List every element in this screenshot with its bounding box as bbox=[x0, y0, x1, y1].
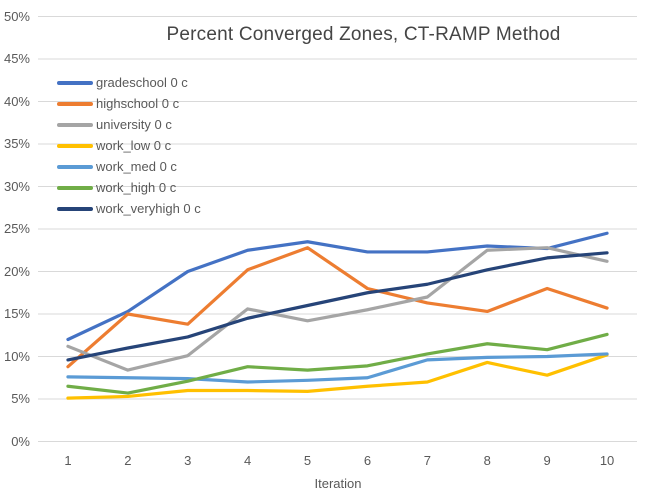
x-axis-tick-label: 8 bbox=[483, 453, 491, 468]
legend-swatch bbox=[57, 185, 93, 190]
series-line-work_low bbox=[66, 353, 609, 400]
legend-item-work_low[interactable]: work_low 0 c bbox=[57, 135, 201, 156]
y-axis-tick-label: 5% bbox=[11, 391, 30, 406]
series-line-work_med bbox=[66, 352, 609, 384]
x-axis-tick-label: 2 bbox=[124, 453, 132, 468]
legend-item-work_med[interactable]: work_med 0 c bbox=[57, 156, 201, 177]
x-axis-tick-label: 6 bbox=[363, 453, 372, 468]
legend-item-gradeschool[interactable]: gradeschool 0 c bbox=[57, 72, 201, 93]
y-axis-tick-label: 15% bbox=[3, 306, 30, 321]
series-line-highschool bbox=[66, 246, 609, 369]
x-axis-tick-label: 1 bbox=[64, 453, 72, 468]
legend-label: university 0 c bbox=[96, 117, 172, 132]
legend-swatch bbox=[57, 101, 93, 106]
legend-label: work_med 0 c bbox=[96, 159, 177, 174]
legend-label: work_veryhigh 0 c bbox=[96, 201, 201, 216]
y-axis-tick-label: 35% bbox=[3, 136, 30, 151]
x-axis-tick-label: 5 bbox=[303, 453, 312, 468]
legend-swatch bbox=[57, 143, 93, 148]
y-axis-tick-label: 40% bbox=[3, 93, 30, 109]
legend-item-university[interactable]: university 0 c bbox=[57, 114, 201, 135]
y-axis-tick-label: 45% bbox=[3, 51, 30, 66]
legend-item-work_veryhigh[interactable]: work_veryhigh 0 c bbox=[57, 198, 201, 219]
x-axis-tick-label: 10 bbox=[599, 453, 615, 468]
x-axis-tick-label: 9 bbox=[543, 453, 551, 468]
legend-label: work_low 0 c bbox=[96, 138, 172, 153]
legend: gradeschool 0 c highschool 0 c university … bbox=[57, 72, 201, 219]
series-line-gradeschool bbox=[66, 231, 609, 342]
x-axis-title: Iteration bbox=[314, 476, 362, 491]
x-axis-tick-label: 7 bbox=[423, 453, 431, 468]
legend-swatch bbox=[57, 164, 93, 169]
series-line-work_veryhigh bbox=[66, 251, 609, 362]
legend-swatch bbox=[57, 206, 93, 211]
legend-label: gradeschool 0 c bbox=[96, 75, 188, 90]
chart-title: Percent Converged Zones, CT-RAMP Method bbox=[166, 24, 561, 45]
legend-swatch bbox=[57, 80, 93, 85]
legend-label: highschool 0 c bbox=[96, 96, 180, 111]
y-axis-tick-label: 20% bbox=[3, 263, 30, 279]
series-line-work_high bbox=[66, 332, 609, 395]
series-line-university bbox=[66, 246, 609, 372]
legend-swatch bbox=[57, 122, 93, 127]
y-axis-tick-label: 25% bbox=[3, 221, 30, 236]
x-axis-tick-label: 4 bbox=[244, 453, 252, 468]
legend-item-work_high[interactable]: work_high 0 c bbox=[57, 177, 201, 198]
y-axis-tick-label: 30% bbox=[3, 178, 30, 194]
y-axis-tick-label: 10% bbox=[3, 348, 30, 364]
y-axis-tick-label: 50% bbox=[3, 8, 30, 24]
legend-label: work_high 0 c bbox=[96, 180, 177, 195]
legend-item-highschool[interactable]: highschool 0 c bbox=[57, 93, 201, 114]
y-axis-tick-label: 0% bbox=[11, 433, 30, 449]
x-axis-tick-label: 3 bbox=[184, 453, 192, 468]
